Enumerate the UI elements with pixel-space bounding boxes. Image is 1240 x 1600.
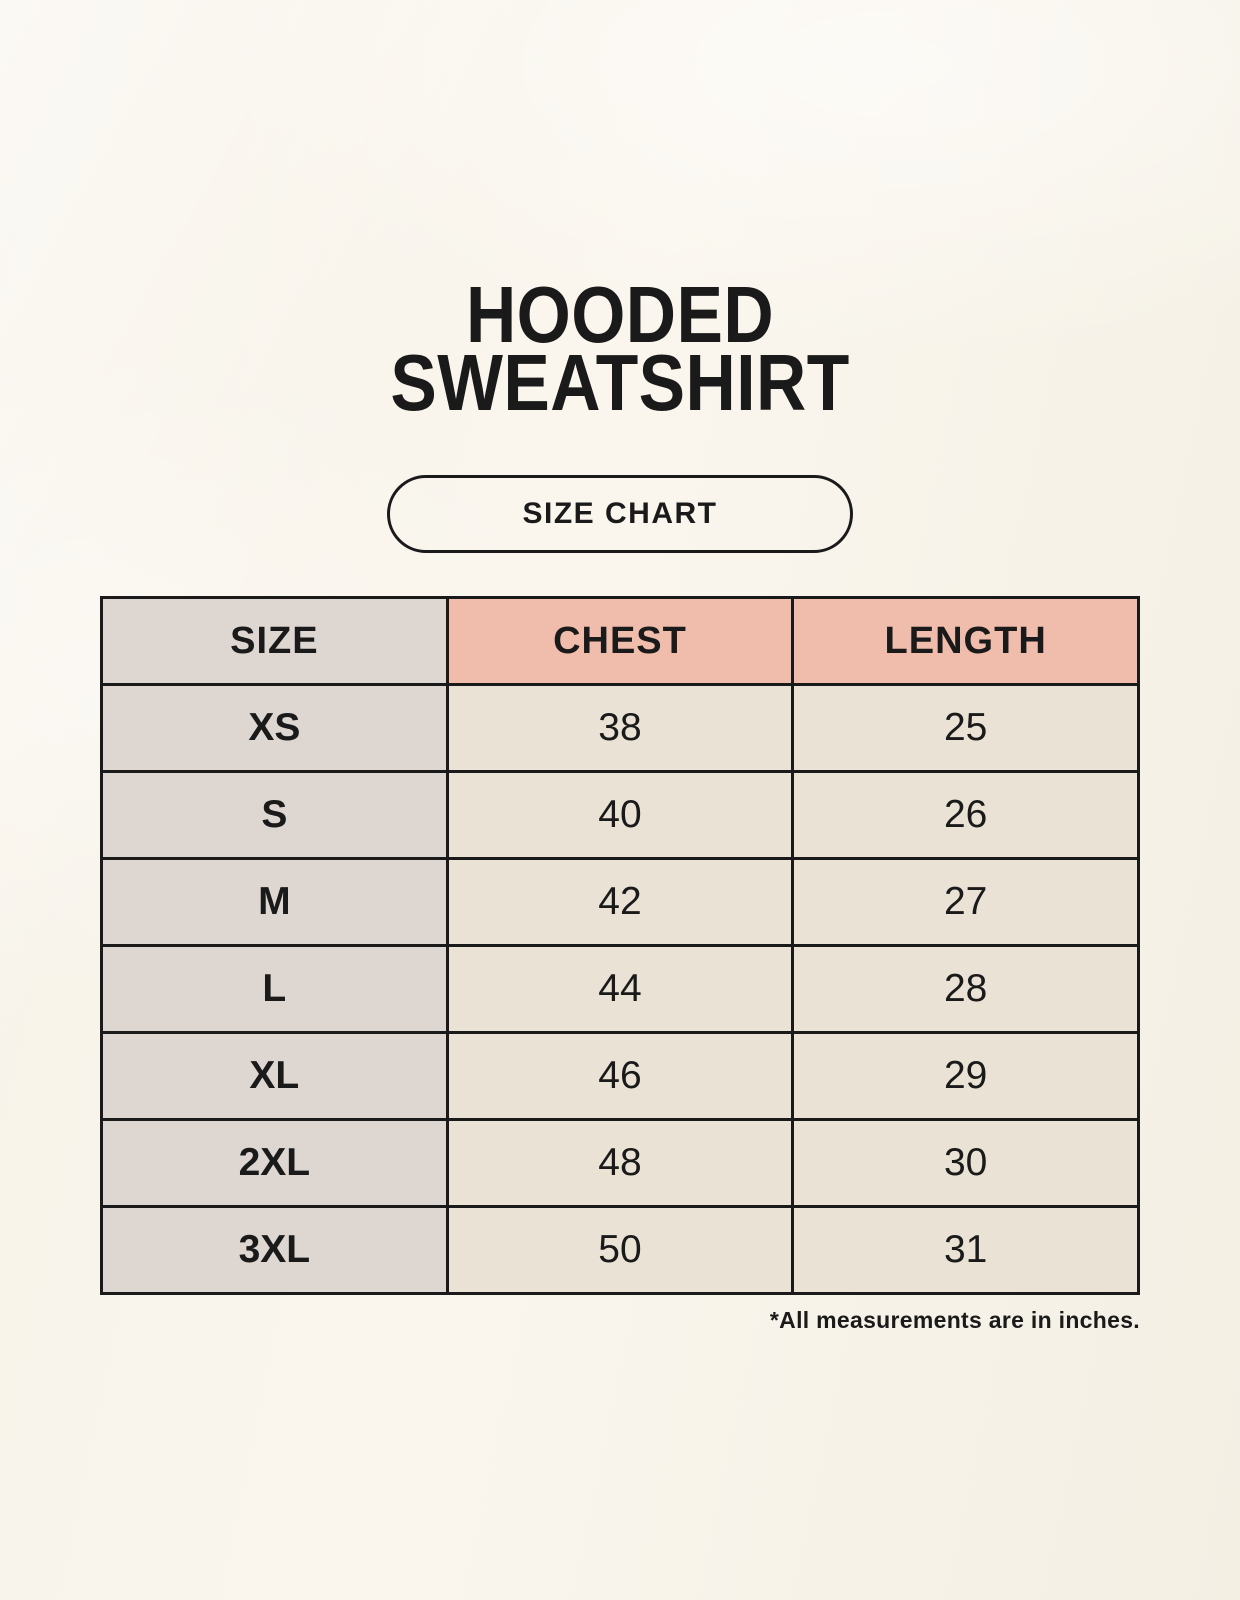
column-header-chest: CHEST <box>445 596 795 686</box>
length-cell: 30 <box>791 1118 1140 1208</box>
chest-cell: 44 <box>445 944 795 1034</box>
length-cell: 31 <box>791 1205 1140 1295</box>
chest-cell: 40 <box>445 770 795 860</box>
title-line-2: SWEATSHIRT <box>390 338 850 427</box>
size-cell: S <box>100 770 449 860</box>
table-row: 3XL 50 31 <box>100 1205 1140 1295</box>
column-header-size: SIZE <box>100 596 449 686</box>
size-table-container: SIZE CHEST LENGTH XS 38 25 S 40 26 M <box>100 596 1140 1295</box>
column-header-length: LENGTH <box>791 596 1140 686</box>
title-line-1: HOODED <box>465 270 775 359</box>
size-cell: 2XL <box>100 1118 449 1208</box>
size-cell: M <box>100 857 449 947</box>
table-row: 2XL 48 30 <box>100 1118 1140 1208</box>
page-title: HOODED SWEATSHIRT <box>81 0 1160 427</box>
length-cell: 25 <box>791 683 1140 773</box>
length-cell: 27 <box>791 857 1140 947</box>
table-row: M 42 27 <box>100 857 1140 947</box>
size-cell: L <box>100 944 449 1034</box>
chest-cell: 48 <box>445 1118 795 1208</box>
table-row: XS 38 25 <box>100 683 1140 773</box>
chest-cell: 50 <box>445 1205 795 1295</box>
size-chart-badge-label: SIZE CHART <box>522 497 718 530</box>
table-header-row: SIZE CHEST LENGTH <box>100 596 1140 686</box>
length-cell: 28 <box>791 944 1140 1034</box>
size-chart-badge[interactable]: SIZE CHART <box>387 475 853 553</box>
size-cell: 3XL <box>100 1205 449 1295</box>
size-table: SIZE CHEST LENGTH XS 38 25 S 40 26 M <box>100 596 1140 1295</box>
measurements-footnote: *All measurements are in inches. <box>769 1307 1140 1333</box>
chest-cell: 38 <box>445 683 795 773</box>
chest-cell: 46 <box>445 1031 795 1121</box>
length-cell: 26 <box>791 770 1140 860</box>
table-row: S 40 26 <box>100 770 1140 860</box>
size-cell: XS <box>100 683 449 773</box>
chest-cell: 42 <box>445 857 795 947</box>
table-row: XL 46 29 <box>100 1031 1140 1121</box>
size-cell: XL <box>100 1031 449 1121</box>
length-cell: 29 <box>791 1031 1140 1121</box>
table-row: L 44 28 <box>100 944 1140 1034</box>
